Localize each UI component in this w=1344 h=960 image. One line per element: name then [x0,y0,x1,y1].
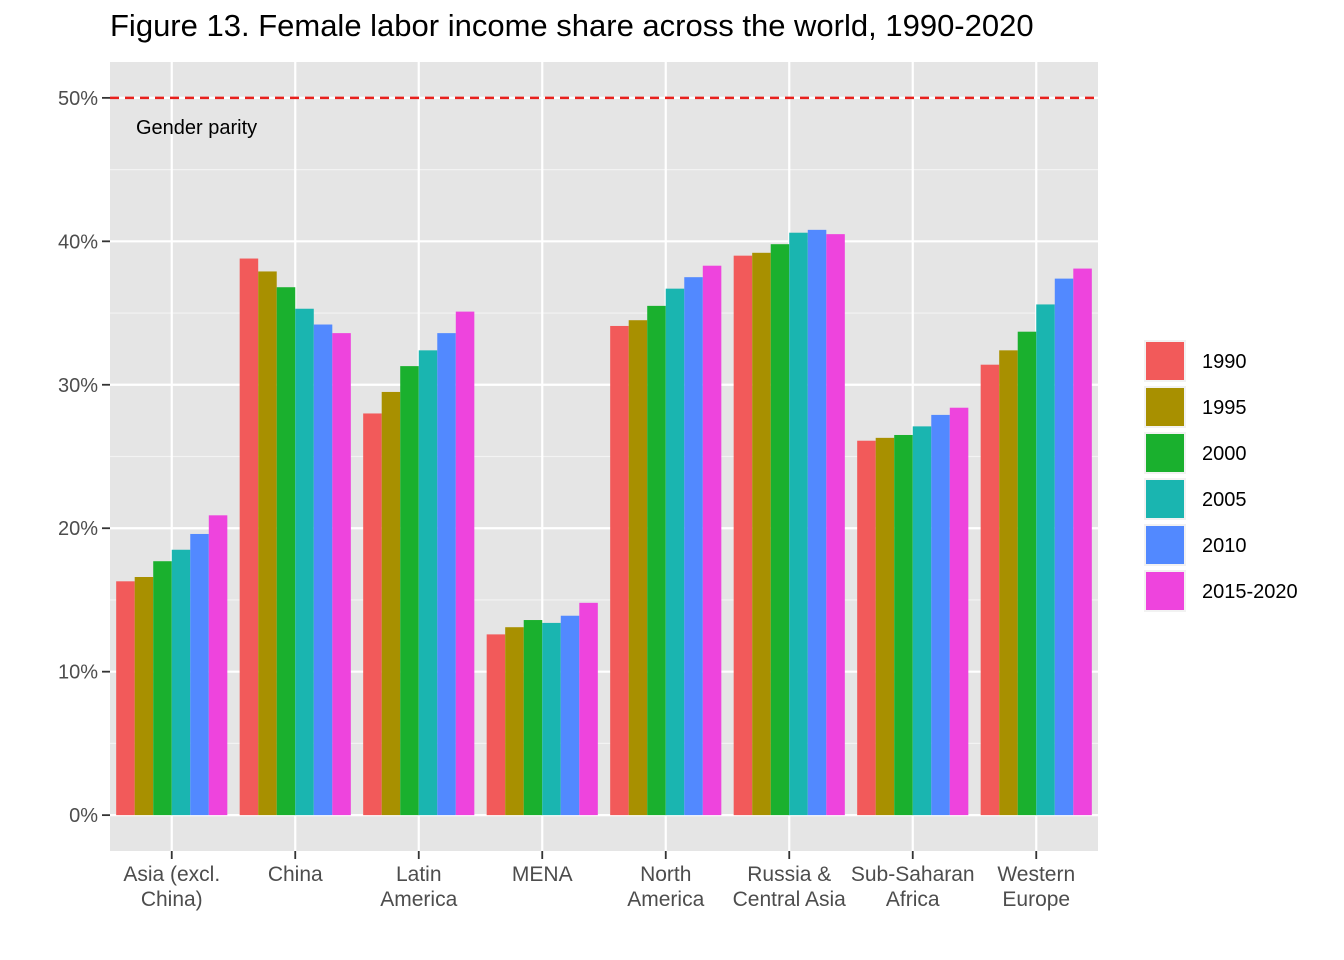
bar [486,634,506,816]
bar [875,437,895,816]
bar [702,265,722,816]
bar [542,622,561,816]
bar [770,244,790,816]
bar [579,602,598,816]
bar [239,258,259,816]
bar [733,255,753,816]
bar [418,350,438,816]
bar [560,615,580,816]
bar [980,364,1000,816]
bar [1054,278,1074,816]
x-tick-label: MENA [512,863,573,886]
x-tick-label: Asia (excl. China) [123,863,220,911]
bar [1017,331,1037,816]
bars [116,229,1092,816]
bar [912,426,932,816]
bar [332,333,351,816]
y-axis: 0% 10% 20% 30% 40% 50% [58,88,110,827]
legend-swatch [1146,434,1184,472]
legend-swatch [1146,480,1184,518]
chart-title: Figure 13. Female labor income share acr… [110,8,1034,43]
bar [313,324,333,816]
bar [505,627,524,816]
legend-label: 2000 [1202,443,1247,465]
x-tick-label: Latin America [380,863,457,911]
bar [789,232,808,816]
bar [857,440,876,816]
bar [455,311,475,816]
bar [807,229,827,816]
legend-swatch [1146,388,1184,426]
y-tick-label: 10% [58,662,98,684]
bar [153,561,172,816]
y-tick-label: 40% [58,231,98,253]
x-tick-label: China [268,863,323,886]
y-tick-label: 30% [58,375,98,397]
x-tick-label: Western Europe [997,863,1075,911]
bar [1036,304,1055,816]
y-tick-label: 20% [58,518,98,540]
reference-line: Gender parity [110,96,1098,139]
x-tick-label: North America [627,863,704,911]
bar [665,288,685,816]
legend-swatch [1146,572,1184,610]
bar [276,287,296,816]
x-tick-label: Russia & Central Asia [733,863,847,911]
y-tick-label: 50% [58,88,98,110]
bar [949,407,969,816]
bar [931,414,950,816]
gender-parity-label: Gender parity [136,117,257,139]
bar [363,413,382,816]
legend-swatch [1146,342,1184,380]
legend-label: 1995 [1202,397,1247,419]
bar [894,434,913,816]
y-tick-label: 0% [69,805,98,827]
bar [647,305,666,816]
legend-label: 1990 [1202,351,1247,373]
x-axis: Asia (excl. China) China Latin America MENA No… [123,851,1075,911]
bar [295,308,314,816]
legend: 1990 1995 2000 2005 2010 2015-2020 [1144,340,1298,612]
bar [826,234,845,816]
bar [116,581,135,816]
x-tick-label: Sub-Saharan Africa [851,863,975,911]
bar [381,391,401,816]
legend-label: 2010 [1202,535,1247,557]
bar [628,320,648,816]
bar [437,333,456,816]
bar [610,325,629,816]
bar [752,252,771,816]
bar [171,549,191,816]
bar [400,366,419,816]
bar [684,277,703,816]
bar [1073,268,1092,816]
legend-label: 2005 [1202,489,1247,511]
bar [190,533,209,816]
bar [208,515,228,816]
bar [523,620,543,816]
legend-swatch [1146,526,1184,564]
bar [134,577,154,816]
bar [999,350,1018,816]
bar [258,271,277,816]
legend-label: 2015-2020 [1202,581,1298,603]
